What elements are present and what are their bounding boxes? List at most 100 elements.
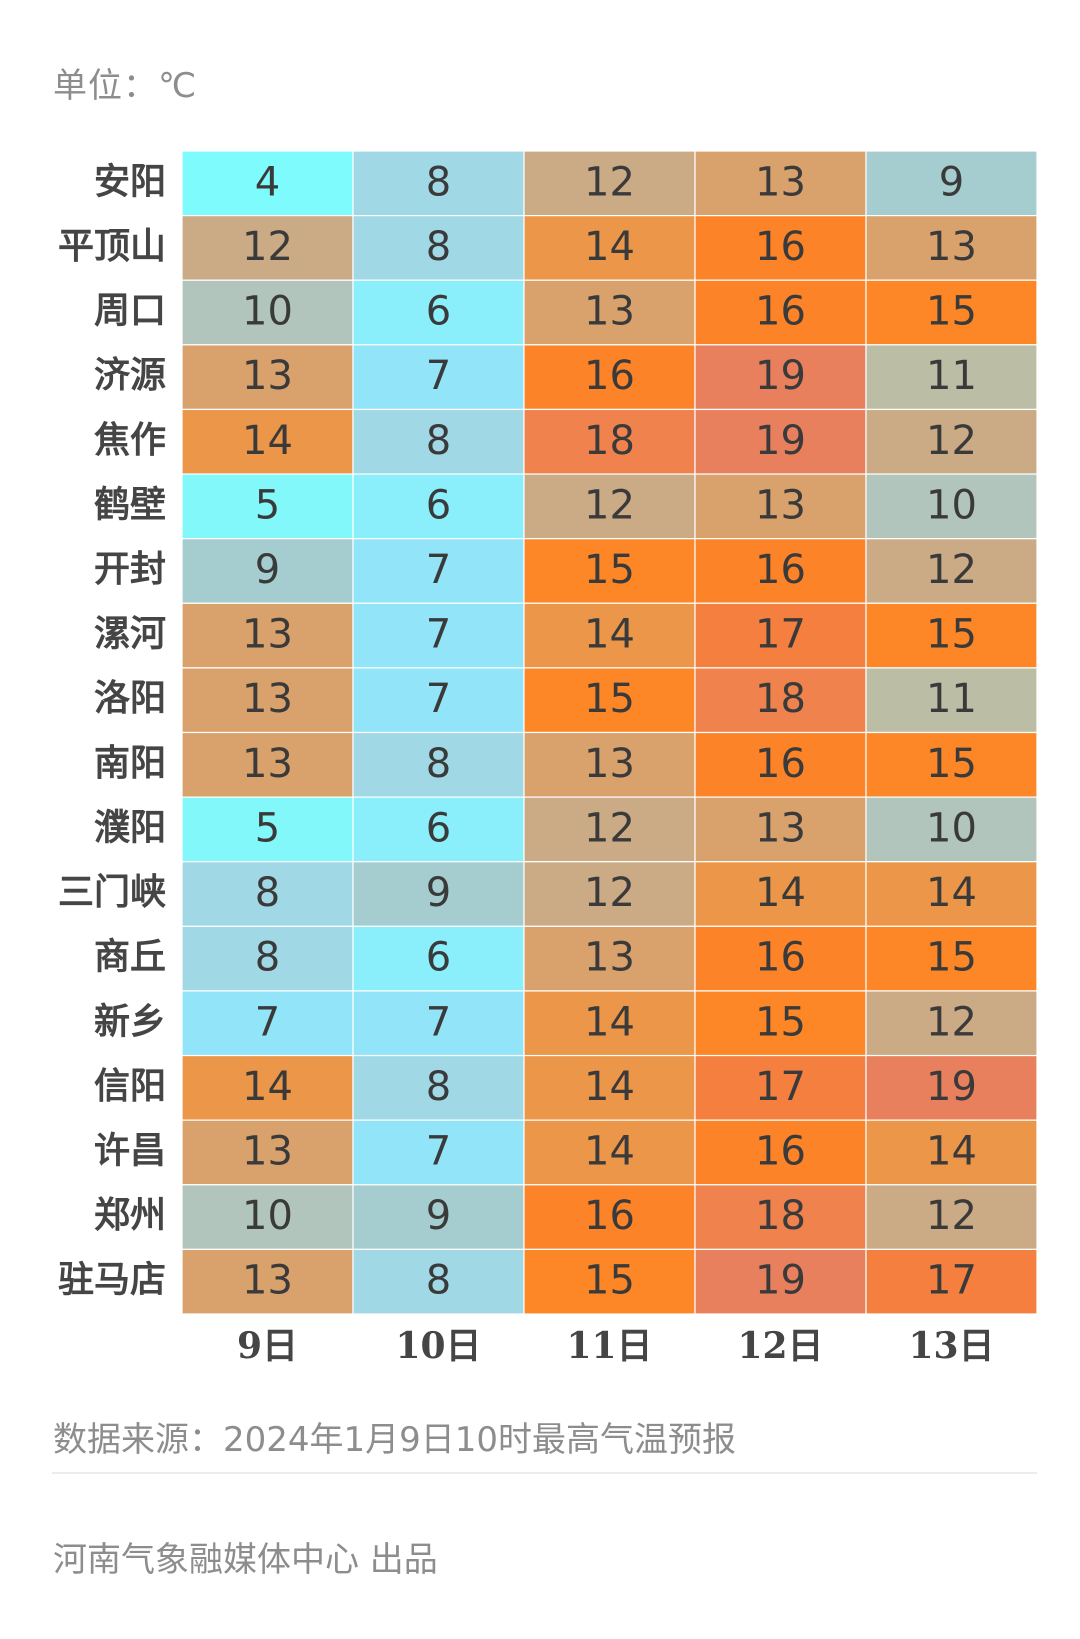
heatmap-cell	[181, 796, 354, 863]
heatmap-cell	[865, 990, 1038, 1057]
cell-value-label: 12	[926, 1193, 977, 1239]
column-label-date: 9日	[237, 1325, 298, 1367]
cell-value-label: 7	[426, 353, 451, 399]
heatmap-cell	[694, 861, 867, 927]
cell-value-label: 7	[255, 999, 280, 1045]
cell-value-label: 15	[584, 547, 635, 593]
cell-value-label: 15	[926, 289, 977, 335]
heatmap-cell	[523, 667, 696, 734]
row-label-city: 安阳	[94, 160, 166, 202]
cell-value-label: 13	[755, 159, 806, 205]
heatmap-cell	[523, 215, 696, 281]
cell-value-label: 15	[926, 935, 977, 981]
heatmap-cell	[181, 861, 354, 927]
heatmap-cell	[865, 796, 1038, 863]
cell-value-label: 18	[755, 676, 806, 722]
cell-value-label: 15	[584, 1258, 635, 1304]
heatmap-cell	[352, 215, 525, 281]
heatmap-cell	[181, 473, 354, 540]
cell-value-label: 18	[584, 418, 635, 464]
cell-value-label: 13	[584, 935, 635, 981]
row-label-city: 开封	[94, 548, 166, 590]
column-label-date: 12日	[737, 1325, 823, 1367]
heatmap-cell	[181, 408, 354, 475]
heatmap-cell	[694, 990, 867, 1057]
heatmap-cell	[523, 925, 696, 992]
heatmap-cell	[694, 215, 867, 281]
cell-value-label: 19	[755, 418, 806, 464]
cell-value-label: 14	[242, 418, 293, 464]
heatmap-cell	[865, 473, 1038, 540]
row-label-city: 洛阳	[94, 677, 166, 719]
cell-value-label: 15	[926, 612, 977, 658]
cell-value-label: 15	[755, 999, 806, 1045]
cell-value-label: 8	[426, 418, 451, 464]
row-label-city: 许昌	[94, 1129, 166, 1171]
cell-value-label: 11	[926, 353, 977, 399]
cell-value-label: 14	[926, 870, 977, 916]
heatmap-cell	[694, 667, 867, 734]
cell-value-label: 16	[755, 935, 806, 981]
heatmap-cell	[352, 344, 525, 411]
cell-value-label: 10	[242, 289, 293, 335]
cell-value-label: 13	[242, 1258, 293, 1304]
heatmap-cell	[352, 1054, 525, 1121]
cell-value-label: 14	[584, 612, 635, 658]
heatmap-cell	[694, 796, 867, 863]
cell-value-label: 9	[426, 870, 451, 916]
cell-value-label: 13	[926, 224, 977, 270]
cell-value-label: 17	[755, 1064, 806, 1110]
cell-value-label: 6	[426, 482, 451, 528]
heatmap-cell	[865, 344, 1038, 411]
cell-value-label: 13	[755, 482, 806, 528]
heatmap-cell	[865, 279, 1038, 346]
heatmap-cell	[523, 150, 696, 217]
cell-value-label: 12	[926, 999, 977, 1045]
row-label-city: 商丘	[94, 936, 166, 978]
producer-credit: 河南气象融媒体中心 出品	[53, 1540, 438, 1580]
cell-value-label: 17	[926, 1258, 977, 1304]
cell-value-label: 8	[255, 870, 280, 916]
cell-value-label: 6	[426, 805, 451, 851]
cell-value-label: 16	[755, 741, 806, 787]
heatmap-cell	[352, 1248, 525, 1315]
heatmap-cell	[865, 1184, 1038, 1250]
row-label-city: 三门峡	[58, 871, 166, 913]
heatmap-cell	[181, 731, 354, 798]
heatmap-cell	[181, 538, 354, 604]
cell-value-label: 12	[926, 418, 977, 464]
cell-value-label: 19	[755, 1258, 806, 1304]
heatmap-cell	[352, 408, 525, 475]
cell-value-label: 16	[755, 1128, 806, 1174]
row-label-city: 驻马店	[58, 1259, 166, 1301]
column-label-date: 13日	[908, 1325, 994, 1367]
cell-value-label: 15	[584, 676, 635, 722]
row-label-city: 济源	[94, 354, 166, 396]
cell-value-label: 13	[242, 353, 293, 399]
heatmap-cell	[181, 602, 354, 669]
cell-value-label: 6	[426, 289, 451, 335]
cell-value-label: 13	[242, 612, 293, 658]
heatmap-cell	[523, 602, 696, 669]
cell-value-label: 9	[255, 547, 280, 593]
heatmap-cell	[181, 1184, 354, 1250]
heatmap-cell	[694, 731, 867, 798]
heatmap-cell	[523, 731, 696, 798]
heatmap-cell	[865, 731, 1038, 798]
cell-value-label: 14	[242, 1064, 293, 1110]
heatmap-cell	[352, 1119, 525, 1186]
row-label-city: 周口	[94, 290, 166, 332]
cell-value-label: 7	[426, 999, 451, 1045]
divider	[52, 1472, 1037, 1474]
row-label-city: 漯河	[94, 613, 166, 655]
heatmap-cell	[181, 667, 354, 734]
heatmap-cell	[523, 344, 696, 411]
cell-value-label: 5	[255, 805, 280, 851]
cell-value-label: 10	[926, 805, 977, 851]
cell-value-label: 13	[755, 805, 806, 851]
heatmap-cell	[865, 667, 1038, 734]
column-label-date: 11日	[566, 1325, 652, 1367]
cell-value-label: 11	[926, 676, 977, 722]
heatmap-cell	[865, 925, 1038, 992]
cell-value-label: 8	[426, 224, 451, 270]
